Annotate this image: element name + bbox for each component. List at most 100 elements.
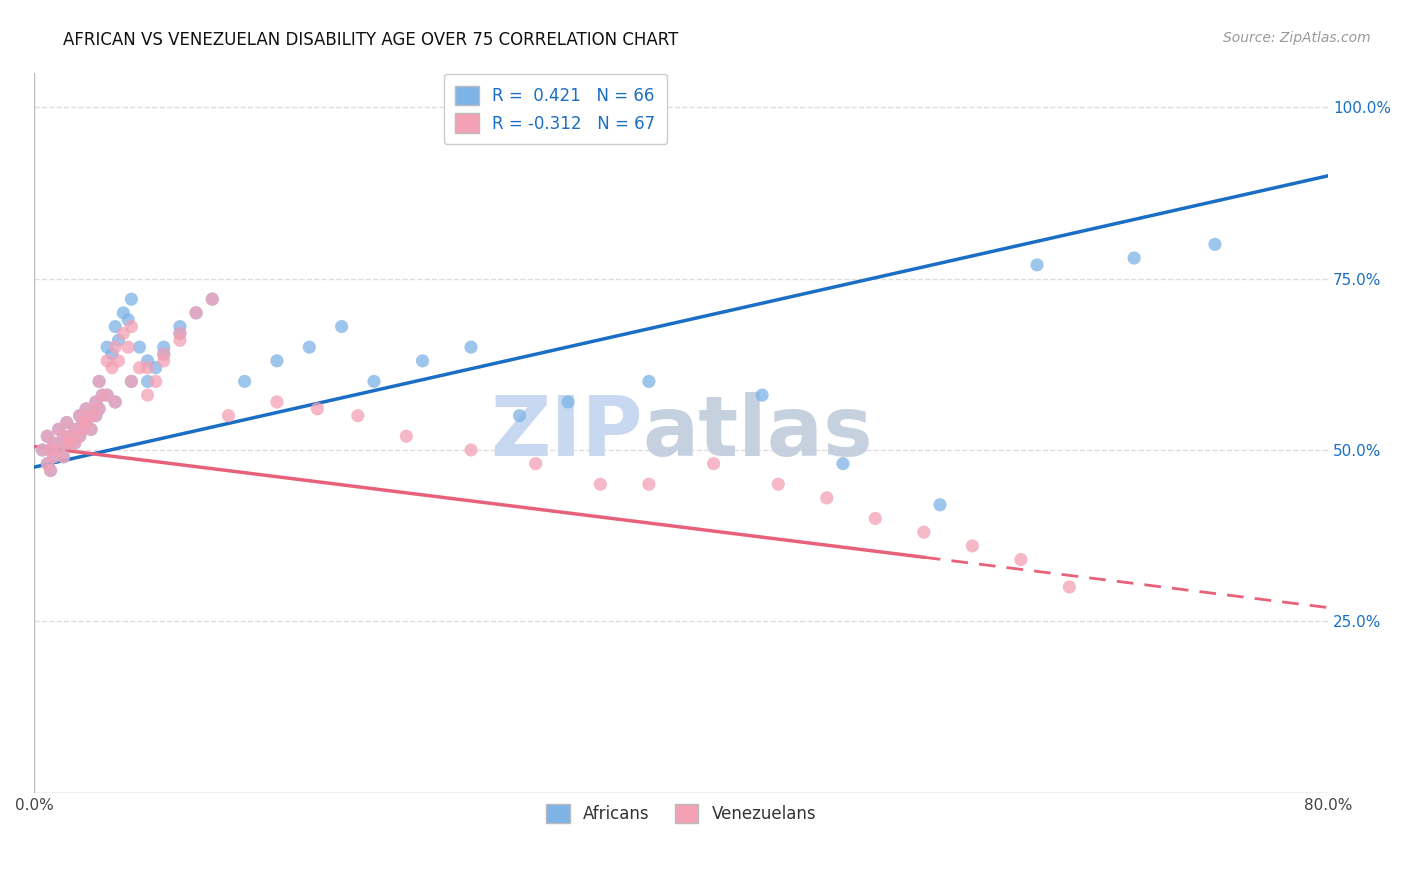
Point <box>169 319 191 334</box>
Point <box>112 326 135 341</box>
Point <box>52 429 75 443</box>
Point <box>117 340 139 354</box>
Point <box>201 292 224 306</box>
Point <box>69 429 91 443</box>
Point <box>96 354 118 368</box>
Point <box>638 477 661 491</box>
Point <box>55 436 77 450</box>
Point <box>363 375 385 389</box>
Point <box>80 422 103 436</box>
Point <box>136 375 159 389</box>
Point <box>638 375 661 389</box>
Point <box>75 401 97 416</box>
Point <box>962 539 984 553</box>
Point <box>865 511 887 525</box>
Point <box>145 360 167 375</box>
Point <box>557 395 579 409</box>
Point <box>52 429 75 443</box>
Point <box>52 450 75 464</box>
Point <box>1123 251 1146 265</box>
Point <box>42 450 65 464</box>
Point <box>128 360 150 375</box>
Point <box>169 333 191 347</box>
Point <box>59 436 82 450</box>
Point <box>87 375 110 389</box>
Point <box>201 292 224 306</box>
Point <box>55 416 77 430</box>
Point <box>59 429 82 443</box>
Point <box>101 347 124 361</box>
Point <box>1026 258 1049 272</box>
Point <box>120 319 142 334</box>
Point <box>120 375 142 389</box>
Point <box>1059 580 1081 594</box>
Point <box>184 306 207 320</box>
Point <box>395 429 418 443</box>
Point <box>96 388 118 402</box>
Point <box>1010 552 1032 566</box>
Text: AFRICAN VS VENEZUELAN DISABILITY AGE OVER 75 CORRELATION CHART: AFRICAN VS VENEZUELAN DISABILITY AGE OVE… <box>63 31 679 49</box>
Point <box>63 436 86 450</box>
Point <box>117 312 139 326</box>
Point <box>75 416 97 430</box>
Point <box>101 360 124 375</box>
Point <box>72 422 94 436</box>
Point <box>31 442 53 457</box>
Point <box>42 436 65 450</box>
Point <box>84 409 107 423</box>
Point <box>96 388 118 402</box>
Point <box>152 340 174 354</box>
Point <box>55 416 77 430</box>
Point <box>104 319 127 334</box>
Legend: Africans, Venezuelans: Africans, Venezuelans <box>534 792 828 835</box>
Point <box>87 375 110 389</box>
Point <box>1204 237 1226 252</box>
Point <box>87 401 110 416</box>
Point <box>929 498 952 512</box>
Point <box>128 340 150 354</box>
Point <box>815 491 838 505</box>
Point <box>112 306 135 320</box>
Point <box>307 401 329 416</box>
Point <box>39 463 62 477</box>
Point <box>37 429 59 443</box>
Point <box>72 416 94 430</box>
Point <box>87 401 110 416</box>
Point <box>703 457 725 471</box>
Point <box>55 436 77 450</box>
Point <box>75 416 97 430</box>
Point <box>184 306 207 320</box>
Point <box>80 409 103 423</box>
Point <box>136 360 159 375</box>
Point <box>104 395 127 409</box>
Point <box>37 429 59 443</box>
Point <box>96 340 118 354</box>
Point <box>80 422 103 436</box>
Point <box>832 457 855 471</box>
Point <box>145 375 167 389</box>
Point <box>39 442 62 457</box>
Point <box>69 409 91 423</box>
Point <box>91 388 114 402</box>
Point <box>104 340 127 354</box>
Point <box>152 354 174 368</box>
Point <box>589 477 612 491</box>
Point <box>59 436 82 450</box>
Point <box>39 463 62 477</box>
Point <box>136 388 159 402</box>
Point <box>84 395 107 409</box>
Point <box>152 347 174 361</box>
Point <box>91 388 114 402</box>
Point <box>63 422 86 436</box>
Point <box>69 409 91 423</box>
Point <box>48 442 70 457</box>
Point <box>152 347 174 361</box>
Point <box>460 442 482 457</box>
Point <box>104 395 127 409</box>
Point <box>120 375 142 389</box>
Point <box>42 450 65 464</box>
Point <box>912 525 935 540</box>
Point <box>42 436 65 450</box>
Point <box>69 429 91 443</box>
Point <box>169 326 191 341</box>
